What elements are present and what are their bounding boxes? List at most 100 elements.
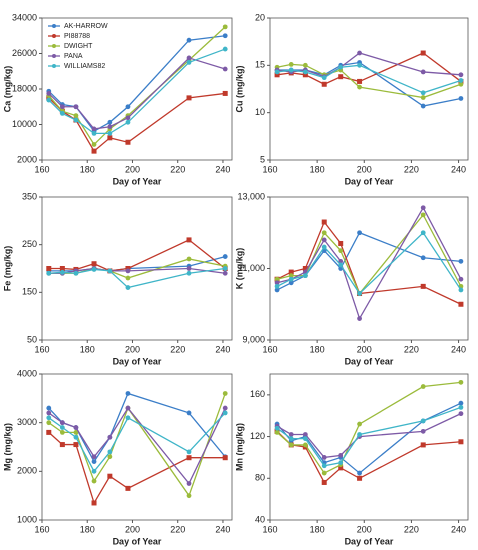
x-tick-label: 240 [451, 164, 466, 174]
y-axis-title: Mn (mg/kg) [234, 423, 244, 471]
marker [357, 475, 363, 481]
marker [420, 103, 426, 109]
series-line [48, 406, 226, 485]
x-tick-label: 240 [451, 344, 466, 354]
y-tick-label: 26000 [12, 48, 37, 58]
marker [222, 455, 228, 461]
marker [458, 404, 464, 410]
marker [91, 126, 97, 132]
marker [46, 266, 52, 271]
marker [338, 64, 344, 70]
marker [46, 97, 52, 103]
marker [91, 261, 97, 267]
marker [357, 470, 362, 476]
marker [420, 69, 426, 75]
marker [338, 240, 344, 246]
x-tick-label: 220 [170, 524, 185, 534]
series-line [276, 231, 461, 291]
marker [420, 212, 426, 218]
marker [458, 411, 464, 417]
marker [222, 66, 228, 72]
marker [73, 104, 79, 110]
y-tick-label: 50 [27, 334, 37, 344]
marker [125, 485, 131, 491]
marker [186, 481, 192, 486]
panel: 9,000 11,000 13,000 160 180 200 220 240 Day of Y… [234, 191, 469, 366]
marker [338, 460, 344, 466]
marker [321, 470, 327, 476]
x-tick-label: 220 [404, 164, 419, 174]
series-line [276, 231, 462, 295]
marker [59, 269, 65, 275]
marker [125, 415, 131, 421]
marker [59, 420, 65, 426]
marker [357, 432, 362, 437]
marker [357, 316, 362, 321]
marker [288, 436, 294, 442]
marker [107, 473, 113, 479]
marker [46, 405, 52, 411]
y-tick-label: 40 [255, 514, 265, 524]
marker [222, 90, 228, 96]
marker [186, 59, 192, 65]
marker [302, 72, 308, 78]
marker [107, 449, 113, 455]
marker [91, 130, 97, 136]
marker [288, 442, 294, 448]
marker [458, 301, 464, 307]
marker [222, 46, 228, 52]
x-tick-label: 180 [310, 344, 325, 354]
marker [321, 230, 327, 236]
marker [222, 410, 228, 416]
marker [107, 268, 113, 274]
marker [222, 270, 228, 276]
marker [288, 276, 294, 282]
marker [46, 429, 52, 435]
marker [125, 391, 131, 396]
x-tick-label: 160 [34, 524, 49, 534]
marker [302, 273, 308, 279]
marker [321, 479, 327, 485]
legend-marker [52, 54, 56, 58]
marker [274, 280, 280, 286]
marker [186, 455, 192, 461]
y-tick-label: 120 [250, 431, 265, 441]
panel: 40 80 120 160 160 180 200 220 240 Day of Year Mn (… [234, 373, 469, 546]
marker [107, 130, 113, 136]
marker [288, 280, 294, 286]
x-tick-label: 220 [170, 344, 185, 354]
marker [274, 276, 280, 282]
legend-label: AK-HARROW [64, 23, 108, 30]
legend-label: PANA [64, 53, 83, 60]
marker [91, 142, 97, 147]
marker [186, 95, 192, 101]
marker [338, 258, 344, 264]
marker [288, 61, 294, 67]
marker [59, 111, 65, 116]
marker [125, 275, 131, 281]
x-axis-title: Day of Year [345, 536, 394, 546]
marker [222, 24, 228, 30]
y-tick-label: 15 [255, 60, 265, 70]
marker [420, 205, 426, 211]
marker [186, 266, 192, 271]
marker [458, 96, 464, 101]
marker [125, 139, 131, 145]
marker [458, 78, 464, 83]
marker [125, 285, 131, 290]
marker [186, 237, 192, 243]
y-axis-title: Cu (mg/kg) [234, 66, 244, 113]
x-tick-label: 180 [310, 164, 325, 174]
marker [420, 418, 426, 424]
marker [420, 95, 426, 100]
x-tick-label: 240 [215, 344, 230, 354]
x-tick-label: 160 [34, 164, 49, 174]
plot-frame [41, 373, 233, 521]
y-tick-label: 250 [22, 239, 37, 249]
marker [288, 273, 294, 279]
legend-marker [52, 24, 56, 28]
marker [458, 287, 464, 293]
panel: 50 150 250 350 160 180 200 220 240 Day of Year Fe … [2, 191, 233, 366]
marker [357, 84, 362, 90]
